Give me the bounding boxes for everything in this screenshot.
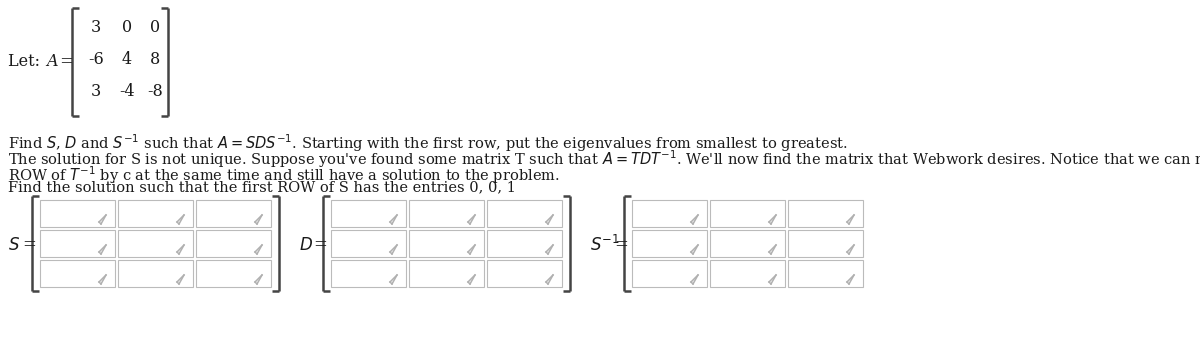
Text: 8: 8 [150, 51, 160, 69]
FancyBboxPatch shape [632, 260, 707, 287]
FancyBboxPatch shape [632, 200, 707, 227]
FancyBboxPatch shape [196, 200, 271, 227]
Text: -6: -6 [88, 51, 104, 69]
Text: 3: 3 [91, 20, 101, 36]
FancyBboxPatch shape [632, 230, 707, 257]
Text: Let:: Let: [8, 54, 46, 71]
FancyBboxPatch shape [331, 200, 406, 227]
FancyBboxPatch shape [331, 230, 406, 257]
FancyBboxPatch shape [788, 260, 863, 287]
Text: $D$: $D$ [299, 237, 313, 253]
FancyBboxPatch shape [40, 200, 115, 227]
FancyBboxPatch shape [409, 260, 484, 287]
FancyBboxPatch shape [487, 260, 562, 287]
FancyBboxPatch shape [710, 260, 785, 287]
FancyBboxPatch shape [710, 200, 785, 227]
FancyBboxPatch shape [118, 260, 193, 287]
Text: =: = [22, 237, 36, 253]
FancyBboxPatch shape [40, 260, 115, 287]
FancyBboxPatch shape [409, 200, 484, 227]
Text: =: = [55, 54, 73, 71]
Text: -4: -4 [119, 83, 134, 100]
FancyBboxPatch shape [487, 230, 562, 257]
FancyBboxPatch shape [118, 200, 193, 227]
FancyBboxPatch shape [196, 260, 271, 287]
Text: 0: 0 [122, 20, 132, 36]
FancyBboxPatch shape [40, 230, 115, 257]
Text: ROW of $T^{-1}$ by c at the same time and still have a solution to the problem.: ROW of $T^{-1}$ by c at the same time an… [8, 164, 560, 186]
Text: 4: 4 [122, 51, 132, 69]
Text: =: = [614, 237, 628, 253]
Text: 0: 0 [150, 20, 160, 36]
FancyBboxPatch shape [710, 230, 785, 257]
Text: -8: -8 [148, 83, 163, 100]
Text: 3: 3 [91, 83, 101, 100]
Text: The solution for S is not unique. Suppose you've found some matrix T such that $: The solution for S is not unique. Suppos… [8, 148, 1200, 170]
FancyBboxPatch shape [196, 230, 271, 257]
FancyBboxPatch shape [487, 200, 562, 227]
FancyBboxPatch shape [331, 260, 406, 287]
Text: $S$: $S$ [8, 237, 20, 253]
Text: Find the solution such that the first ROW of S has the entries 0, 0, 1: Find the solution such that the first RO… [8, 180, 516, 194]
FancyBboxPatch shape [118, 230, 193, 257]
FancyBboxPatch shape [409, 230, 484, 257]
Text: =: = [313, 237, 326, 253]
Text: A: A [46, 54, 58, 71]
FancyBboxPatch shape [788, 230, 863, 257]
FancyBboxPatch shape [788, 200, 863, 227]
Text: Find $S$, $D$ and $S^{-1}$ such that $A = SDS^{-1}$. Starting with the first row: Find $S$, $D$ and $S^{-1}$ such that $A … [8, 132, 847, 154]
Text: $S^{-1}$: $S^{-1}$ [590, 235, 620, 255]
